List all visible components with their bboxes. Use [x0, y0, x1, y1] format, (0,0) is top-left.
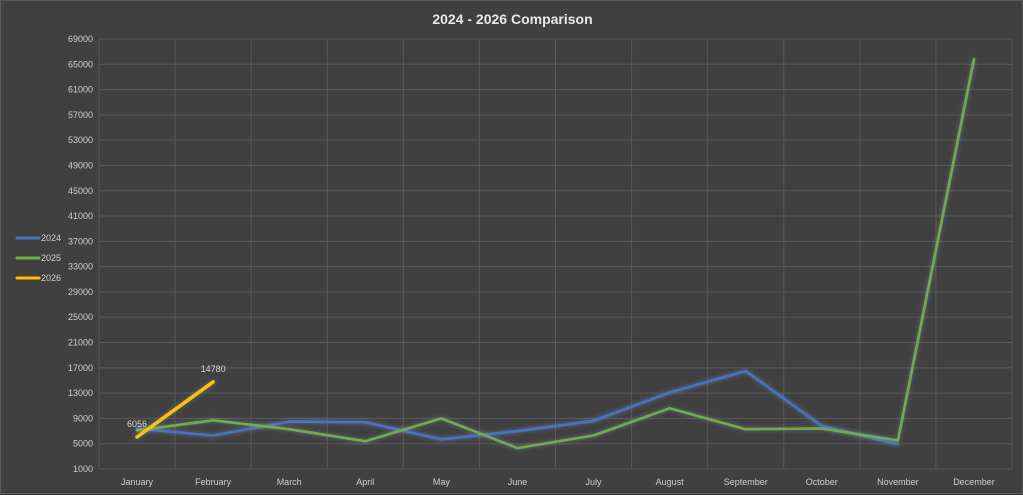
data-label: 14780	[201, 364, 226, 374]
data-labels: 6056 14780	[127, 364, 226, 429]
x-axis: January February March April May June July Augu…	[121, 477, 995, 487]
gridlines	[98, 38, 1013, 470]
legend: 2024 2025 2026	[15, 233, 61, 283]
y-tick-label: 17000	[68, 363, 93, 373]
y-tick-label: 41000	[68, 211, 93, 221]
legend-label: 2026	[41, 273, 61, 283]
x-tick-label: November	[877, 477, 919, 487]
y-tick-label: 57000	[68, 110, 93, 120]
y-tick-label: 21000	[68, 338, 93, 348]
y-tick-label: 13000	[68, 388, 93, 398]
y-axis: 1000 5000 9000 13000 17000 21000 25000 29000 330…	[68, 34, 93, 474]
y-tick-label: 69000	[68, 34, 93, 44]
chart-title: 2024 - 2026 Comparison	[432, 11, 593, 27]
legend-label: 2024	[41, 233, 61, 243]
y-tick-label: 53000	[68, 135, 93, 145]
y-tick-label: 49000	[68, 160, 93, 170]
x-tick-label: April	[356, 477, 374, 487]
y-tick-label: 29000	[68, 287, 93, 297]
x-tick-label: December	[953, 477, 995, 487]
legend-label: 2025	[41, 253, 61, 263]
x-tick-label: March	[277, 477, 302, 487]
series-line-2025	[135, 57, 976, 450]
x-tick-label: October	[806, 477, 838, 487]
series-line-2026	[135, 380, 215, 439]
y-tick-label: 65000	[68, 59, 93, 69]
y-tick-label: 25000	[68, 312, 93, 322]
y-tick-label: 45000	[68, 186, 93, 196]
x-tick-label: August	[656, 477, 685, 487]
series-lines	[135, 57, 976, 450]
y-tick-label: 1000	[73, 464, 93, 474]
x-tick-label: February	[195, 477, 232, 487]
y-tick-label: 5000	[73, 439, 93, 449]
y-tick-label: 33000	[68, 262, 93, 272]
x-tick-label: June	[508, 477, 528, 487]
y-tick-label: 37000	[68, 236, 93, 246]
data-label: 6056	[127, 419, 147, 429]
x-tick-label: September	[724, 477, 768, 487]
x-tick-label: May	[433, 477, 451, 487]
y-tick-label: 61000	[68, 85, 93, 95]
y-tick-label: 9000	[73, 413, 93, 423]
x-tick-label: January	[121, 477, 154, 487]
x-tick-label: July	[586, 477, 603, 487]
